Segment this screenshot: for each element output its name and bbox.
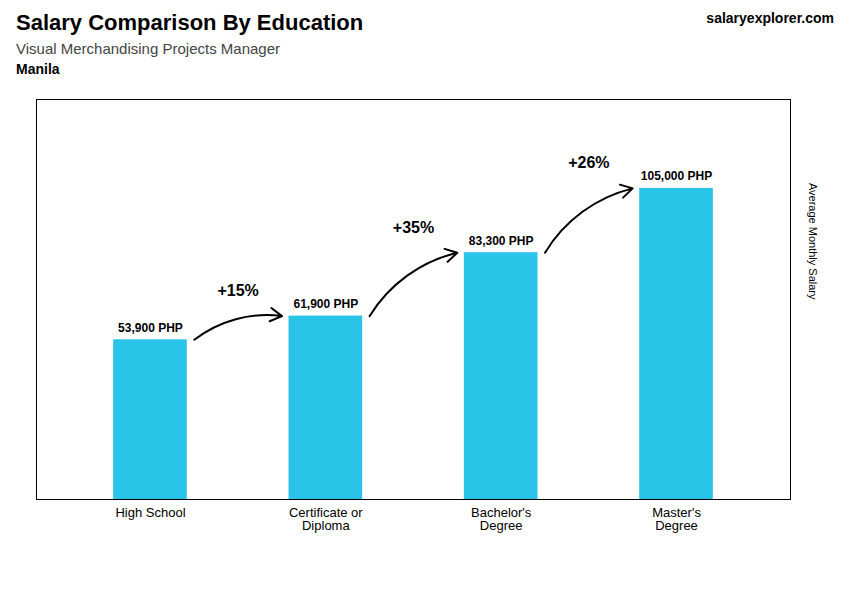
svg-text:83,300 PHP: 83,300 PHP [469,234,534,248]
svg-text:+15%: +15% [217,282,258,299]
svg-text:Average Monthly Salary: Average Monthly Salary [807,183,819,300]
svg-text:High School: High School [115,505,185,520]
html-text:Manila: Manila [16,61,60,77]
svg-text:105,000 PHP: 105,000 PHP [641,169,712,183]
svg-text:Master'sDegree: Master'sDegree [652,505,701,533]
svg-text:+35%: +35% [393,219,434,236]
svg-text:53,900 PHP: 53,900 PHP [118,321,183,335]
svg-text:+26%: +26% [568,154,609,171]
html-text:Visual Merchandising Projects: Visual Merchandising Projects Manager [16,40,280,57]
svg-text:Bachelor'sDegree: Bachelor'sDegree [471,505,532,533]
svg-text:61,900 PHP: 61,900 PHP [293,297,358,311]
html-text:salaryexplorer.com: salaryexplorer.com [706,10,834,26]
svg-text:Certificate orDiploma: Certificate orDiploma [289,505,363,533]
html-text:Salary Comparison By Education: Salary Comparison By Education [16,10,364,35]
